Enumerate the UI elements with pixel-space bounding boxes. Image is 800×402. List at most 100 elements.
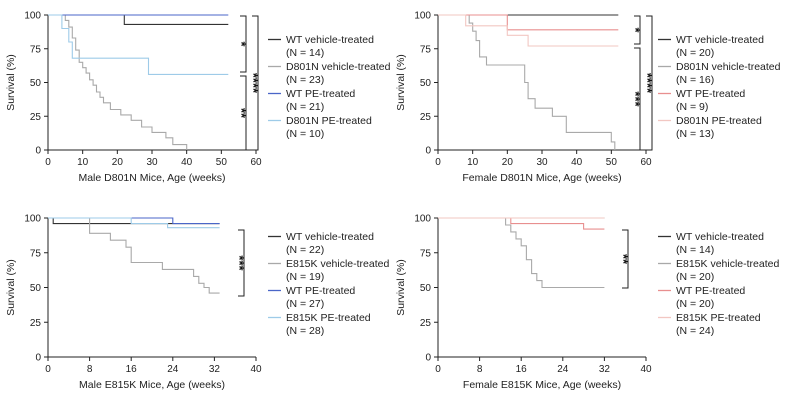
legend-n: (N = 20) [676, 271, 714, 283]
legend-label: D801N PE-treated [286, 115, 372, 127]
series-line-e815k-vehicle-treated [48, 217, 220, 294]
significance-label: *** [628, 91, 643, 107]
significance-label: * [234, 41, 249, 47]
x-tick-label: 50 [606, 157, 618, 168]
y-tick-label: 75 [30, 248, 42, 259]
legend-label: WT vehicle-treated [286, 231, 374, 243]
legend-n: (N = 22) [286, 244, 324, 256]
legend-label: WT PE-treated [286, 285, 355, 297]
y-tick-label: 0 [35, 146, 41, 157]
y-tick-label: 0 [425, 146, 431, 157]
legend-n: (N = 10) [286, 128, 324, 140]
y-tick-label: 75 [420, 44, 432, 55]
significance-bracket [634, 15, 641, 45]
x-tick-label: 0 [435, 364, 441, 375]
series-line-d801n-vehicle-treated [438, 14, 616, 150]
legend-label: D801N vehicle-treated [676, 61, 781, 73]
y-tick-label: 100 [24, 11, 41, 22]
significance-label: ** [234, 108, 249, 119]
significance-label: **** [640, 73, 655, 94]
significance-label: **** [246, 73, 261, 94]
legend-label: WT vehicle-treated [676, 231, 764, 243]
legend-n: (N = 9) [676, 101, 708, 113]
legend-label: WT vehicle-treated [676, 34, 764, 46]
x-tick-label: 20 [112, 157, 124, 168]
y-tick-label: 50 [420, 78, 432, 89]
x-tick-label: 50 [216, 157, 228, 168]
x-tick-label: 0 [45, 364, 51, 375]
x-tick-label: 0 [435, 157, 441, 168]
series-line-e815k-pe-treated [48, 217, 220, 229]
x-tick-label: 24 [557, 364, 569, 375]
legend-n: (N = 20) [676, 298, 714, 310]
y-axis-title: Survival (%) [395, 54, 407, 111]
legend-n: (N = 20) [676, 47, 714, 59]
y-tick-label: 75 [420, 248, 432, 259]
x-tick-label: 40 [250, 364, 262, 375]
legend-n: (N = 14) [286, 47, 324, 59]
x-axis-title: Male D801N Mice, Age (weeks) [78, 172, 225, 184]
x-tick-label: 40 [571, 157, 583, 168]
series-line-wt-pe-treated [438, 14, 619, 31]
y-axis-title: Survival (%) [5, 54, 17, 111]
x-tick-label: 60 [640, 157, 652, 168]
x-tick-label: 10 [77, 157, 89, 168]
series-line-d801n-pe-treated [438, 14, 619, 47]
x-tick-label: 60 [250, 157, 262, 168]
y-axis-title: Survival (%) [5, 259, 17, 316]
legend-label: D801N PE-treated [676, 115, 762, 127]
series-line-e815k-vehicle-treated [438, 217, 605, 289]
x-tick-label: 24 [167, 364, 179, 375]
legend-n: (N = 24) [676, 325, 714, 337]
y-axis-title: Survival (%) [395, 259, 407, 316]
legend-label: D801N vehicle-treated [286, 61, 391, 73]
x-axis-title: Female D801N Mice, Age (weeks) [462, 172, 621, 184]
series-line-wt-vehicle-treated [48, 217, 220, 225]
x-axis-title: Female E815K Mice, Age (weeks) [463, 379, 621, 391]
x-tick-label: 16 [126, 364, 138, 375]
legend-label: WT vehicle-treated [286, 34, 374, 46]
series-line-wt-vehicle-treated [48, 14, 229, 25]
series-line-d801n-vehicle-treated [48, 14, 188, 150]
legend-n: (N = 13) [676, 128, 714, 140]
significance-label: ** [616, 254, 631, 265]
y-tick-label: 0 [35, 353, 41, 364]
legend-n: (N = 19) [286, 271, 324, 283]
y-tick-label: 25 [30, 112, 42, 123]
y-tick-label: 25 [420, 112, 432, 123]
series-line-d801n-pe-treated [48, 14, 229, 75]
x-tick-label: 8 [87, 364, 93, 375]
y-tick-label: 25 [30, 318, 42, 329]
legend-label: E815K PE-treated [676, 312, 761, 324]
legend-n: (N = 28) [286, 325, 324, 337]
series-line-wt-pe-treated [438, 217, 605, 230]
x-tick-label: 10 [467, 157, 479, 168]
significance-label: *** [232, 255, 247, 271]
x-tick-label: 0 [45, 157, 51, 168]
legend-label: WT PE-treated [676, 285, 745, 297]
significance-bracket [240, 15, 247, 73]
y-tick-label: 25 [420, 318, 432, 329]
x-tick-label: 40 [640, 364, 652, 375]
y-tick-label: 50 [420, 283, 432, 294]
y-tick-label: 100 [24, 214, 41, 225]
significance-bracket [252, 15, 259, 151]
y-tick-label: 50 [30, 283, 42, 294]
legend-label: E815K vehicle-treated [676, 258, 779, 270]
x-tick-label: 8 [477, 364, 483, 375]
y-tick-label: 100 [414, 214, 431, 225]
significance-bracket [622, 229, 629, 289]
legend-label: WT PE-treated [286, 88, 355, 100]
y-tick-label: 75 [30, 44, 42, 55]
y-tick-label: 0 [425, 353, 431, 364]
x-tick-label: 40 [181, 157, 193, 168]
series-line-wt-pe-treated [48, 217, 220, 225]
legend-n: (N = 14) [676, 244, 714, 256]
x-tick-label: 32 [209, 364, 221, 375]
significance-bracket [240, 75, 247, 151]
x-tick-label: 32 [599, 364, 611, 375]
x-tick-label: 20 [502, 157, 514, 168]
significance-bracket [634, 47, 641, 151]
significance-label: * [628, 27, 643, 33]
